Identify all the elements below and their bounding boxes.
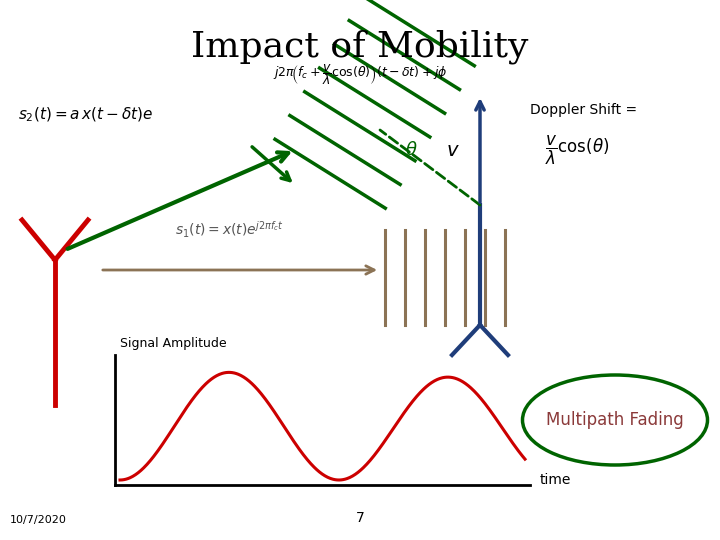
Text: $\theta$: $\theta$ — [405, 141, 418, 159]
Text: $s_1(t) = x(t)e^{j2\pi f_c t}$: $s_1(t) = x(t)e^{j2\pi f_c t}$ — [175, 220, 284, 240]
Text: 10/7/2020: 10/7/2020 — [10, 515, 67, 525]
Text: $s_2(t) = a\,x(t - \delta t)e$: $s_2(t) = a\,x(t - \delta t)e$ — [18, 106, 153, 124]
Text: time: time — [540, 473, 572, 487]
Text: $v$: $v$ — [446, 140, 460, 159]
Text: Signal Amplitude: Signal Amplitude — [120, 337, 227, 350]
Text: Doppler Shift =: Doppler Shift = — [530, 103, 637, 117]
Text: $\dfrac{v}{\lambda}\cos(\theta)$: $\dfrac{v}{\lambda}\cos(\theta)$ — [545, 133, 609, 167]
Text: Impact of Mobility: Impact of Mobility — [192, 30, 528, 64]
Text: $j2\pi\!\left(f_c+\dfrac{v}{\lambda}\cos(\theta)\right)(t-\delta t)+j\phi$: $j2\pi\!\left(f_c+\dfrac{v}{\lambda}\cos… — [273, 62, 447, 87]
Text: 7: 7 — [356, 511, 364, 525]
Ellipse shape — [523, 375, 708, 465]
Text: Multipath Fading: Multipath Fading — [546, 411, 684, 429]
